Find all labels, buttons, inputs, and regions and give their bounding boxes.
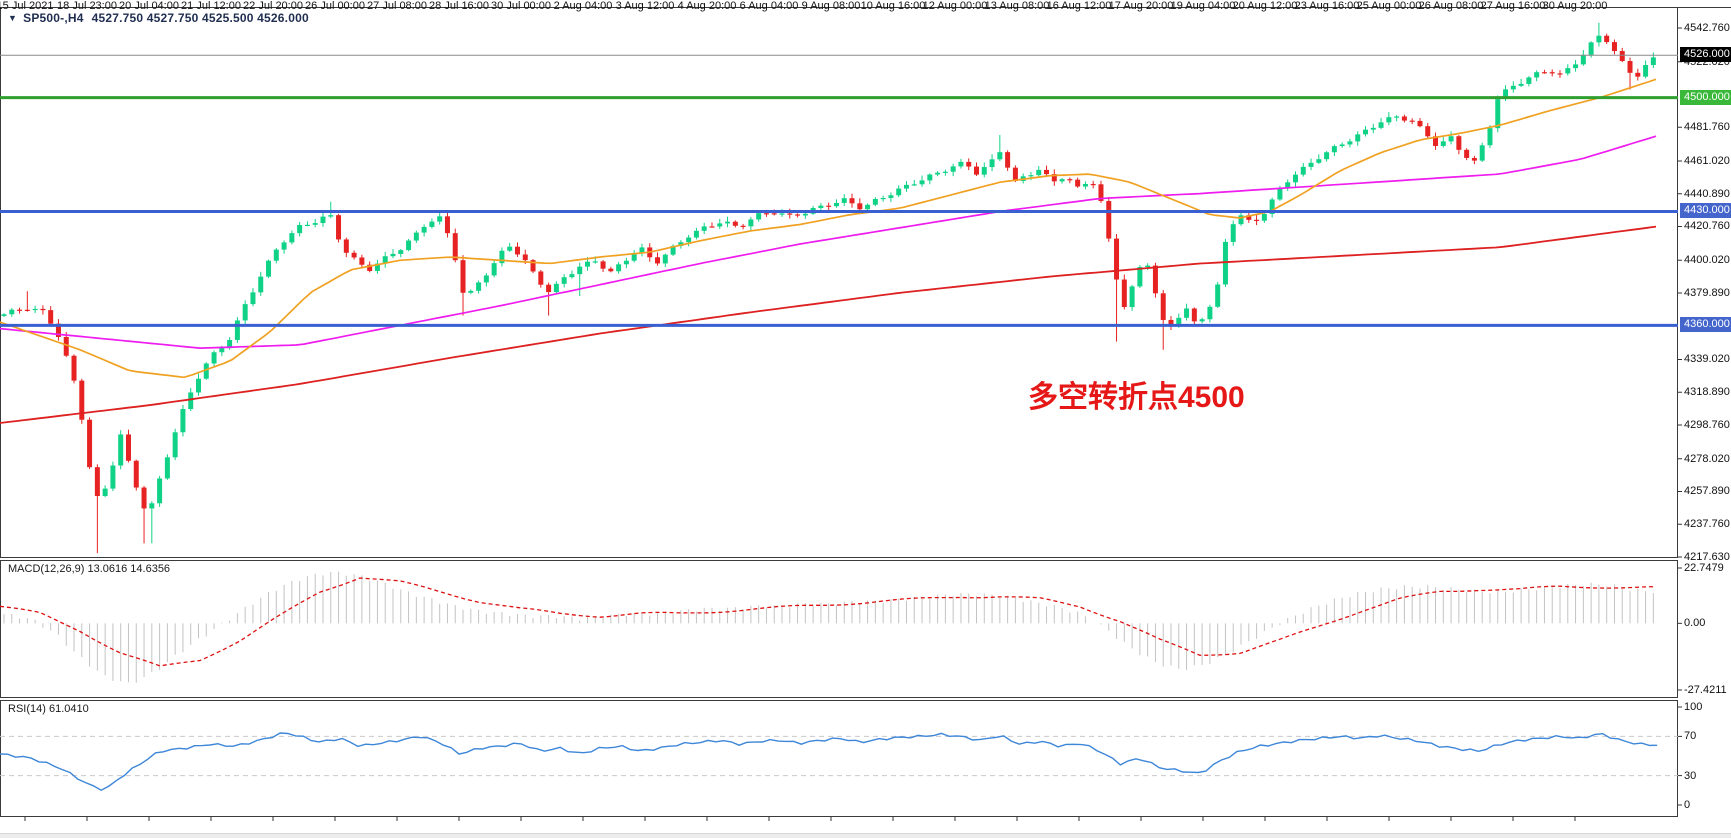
date-tick-label: 13 Aug 08:00 — [984, 0, 1050, 12]
date-tick-label: 20 Aug 12:00 — [1232, 0, 1298, 12]
price-lines-layer — [0, 54, 1678, 327]
price-tick-label: 4379.890 — [1684, 286, 1730, 299]
rsi-layer — [0, 732, 1678, 791]
date-tick-label: 18 Jul 23:00 — [57, 0, 117, 12]
date-tick-label: 22 Jul 20:00 — [243, 0, 303, 12]
date-tick-label: 3 Aug 12:00 — [615, 0, 675, 12]
candles-layer — [1, 22, 1656, 554]
date-tick-label: 10 Aug 16:00 — [860, 0, 926, 12]
date-tick-label: 23 Aug 16:00 — [1294, 0, 1360, 12]
price-tick-label: 4318.890 — [1684, 386, 1730, 399]
price-tick-label: 4400.020 — [1684, 254, 1730, 267]
ma-slow-red — [0, 225, 1657, 424]
date-tick-label: 30 Jul 00:00 — [491, 0, 551, 12]
date-tick-label: 12 Aug 00:00 — [922, 0, 988, 12]
date-tick-label: 15 Jul 2021 — [0, 0, 54, 12]
rsi-tick-label: 70 — [1684, 730, 1697, 743]
rsi-indicator-label: RSI(14) 61.0410 — [8, 703, 89, 715]
date-tick-label: 26 Aug 08:00 — [1418, 0, 1484, 12]
date-tick-label: 27 Aug 16:00 — [1480, 0, 1546, 12]
price-line-badge: 4430.000 — [1680, 203, 1731, 219]
macd-tick-label: 22.7479 — [1684, 562, 1724, 574]
date-tick-label: 25 Aug 00:00 — [1356, 0, 1422, 12]
date-tick-label: 21 Jul 12:00 — [181, 0, 241, 12]
price-tick-label: 4440.890 — [1684, 187, 1730, 200]
date-tick-label: 16 Aug 12:00 — [1046, 0, 1112, 12]
rsi-tick-label: 30 — [1684, 769, 1697, 782]
price-tick-label: 4339.020 — [1684, 353, 1730, 366]
axis-ticks — [24, 27, 1682, 821]
date-tick-label: 19 Aug 04:00 — [1170, 0, 1236, 12]
macd-tick-label: 0.00 — [1684, 617, 1706, 630]
price-line-badge: 4500.000 — [1680, 89, 1731, 105]
price-tick-label: 4278.020 — [1684, 452, 1730, 465]
price-tick-label: 4298.760 — [1684, 418, 1730, 431]
rsi-tick-label: 100 — [1684, 701, 1703, 713]
window-bottom-strip — [0, 833, 1731, 838]
time-axis[interactable] — [0, 817, 1731, 833]
chart-annotation: 多空转折点4500 — [1028, 381, 1245, 414]
panel-frames — [0, 7, 1731, 817]
collapse-chart-icon[interactable]: ▼ — [8, 13, 18, 23]
date-tick-label: 26 Jul 00:00 — [305, 0, 365, 12]
price-tick-label: 4237.760 — [1684, 518, 1730, 531]
price-tick-label: 4542.760 — [1684, 22, 1730, 34]
price-line-badge: 4526.000 — [1680, 47, 1731, 63]
rsi-tick-label: 0 — [1684, 799, 1691, 811]
price-tick-label: 4217.630 — [1684, 551, 1730, 563]
macd-histogram — [3, 571, 1654, 683]
macd-signal-line — [0, 577, 1657, 667]
date-tick-label: 28 Jul 16:00 — [429, 0, 489, 12]
date-tick-label: 9 Aug 08:00 — [801, 0, 861, 12]
date-tick-label: 4 Aug 20:00 — [677, 0, 737, 12]
date-tick-label: 20 Jul 04:00 — [119, 0, 179, 12]
chart-ohlc-values: 4527.750 4527.750 4525.500 4526.000 — [91, 11, 309, 25]
ma-mid-magenta — [0, 135, 1657, 349]
chart-symbol-period: SP500-,H4 — [23, 11, 84, 25]
chart-title: ▼ SP500-,H4 4527.750 4527.750 4525.500 452… — [8, 11, 309, 25]
date-tick-label: 17 Aug 20:00 — [1108, 0, 1174, 12]
ma-fast-orange — [0, 78, 1657, 379]
date-tick-label: 2 Aug 04:00 — [553, 0, 613, 12]
macd-tick-label: -27.4211 — [1684, 684, 1727, 696]
date-tick-label: 30 Aug 20:00 — [1542, 0, 1608, 12]
price-tick-label: 4420.760 — [1684, 220, 1730, 233]
macd-indicator-label: MACD(12,26,9) 13.0616 14.6356 — [8, 563, 171, 575]
date-tick-label: 27 Jul 08:00 — [367, 0, 427, 12]
date-tick-label: 6 Aug 04:00 — [739, 0, 799, 12]
price-tick-label: 4461.020 — [1684, 154, 1730, 167]
price-line-badge: 4360.000 — [1680, 317, 1731, 333]
price-tick-label: 4481.760 — [1684, 121, 1730, 134]
price-tick-label: 4257.890 — [1684, 485, 1730, 498]
